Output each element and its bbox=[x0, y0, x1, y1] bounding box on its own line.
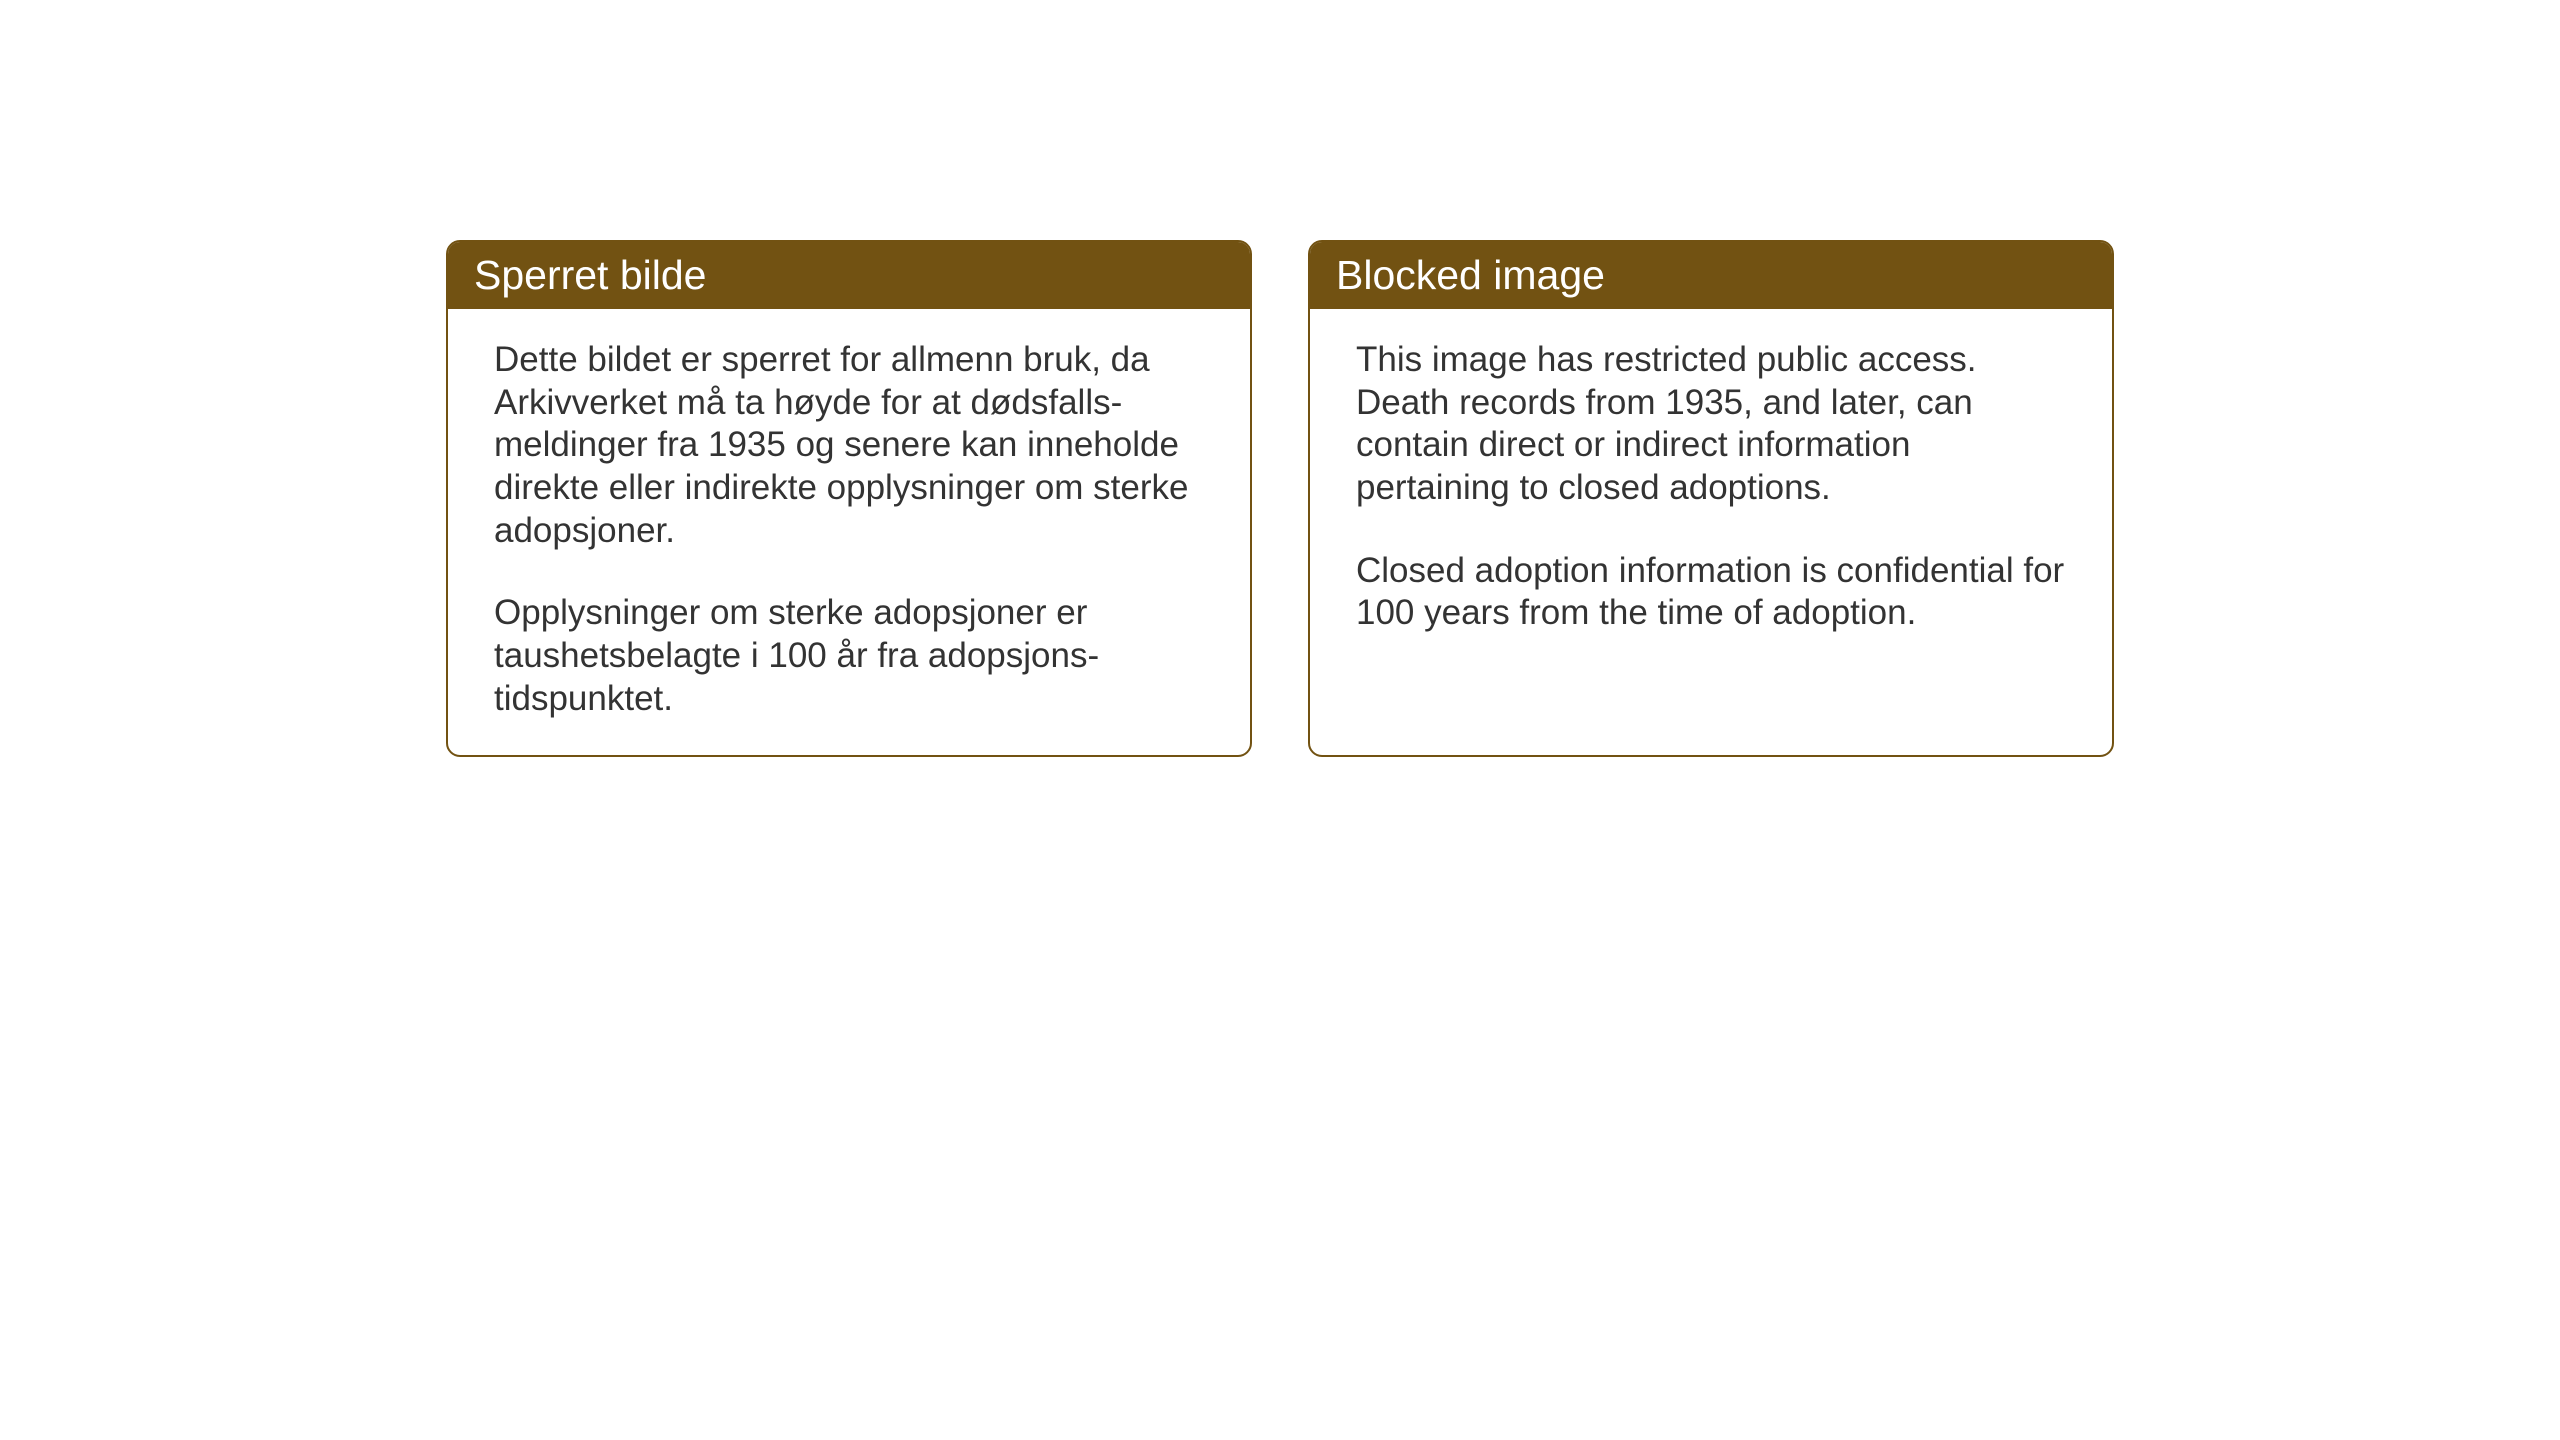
english-card-title: Blocked image bbox=[1310, 242, 2112, 309]
norwegian-card-body: Dette bildet er sperret for allmenn bruk… bbox=[448, 309, 1250, 755]
notice-container: Sperret bilde Dette bildet er sperret fo… bbox=[446, 240, 2114, 757]
norwegian-para1: Dette bildet er sperret for allmenn bruk… bbox=[494, 339, 1210, 552]
english-para2: Closed adoption information is confident… bbox=[1356, 550, 2072, 635]
english-card: Blocked image This image has restricted … bbox=[1308, 240, 2114, 757]
norwegian-card: Sperret bilde Dette bildet er sperret fo… bbox=[446, 240, 1252, 757]
norwegian-card-title: Sperret bilde bbox=[448, 242, 1250, 309]
english-card-body: This image has restricted public access.… bbox=[1310, 309, 2112, 669]
english-para1: This image has restricted public access.… bbox=[1356, 339, 2072, 510]
norwegian-para2: Opplysninger om sterke adopsjoner er tau… bbox=[494, 592, 1210, 720]
